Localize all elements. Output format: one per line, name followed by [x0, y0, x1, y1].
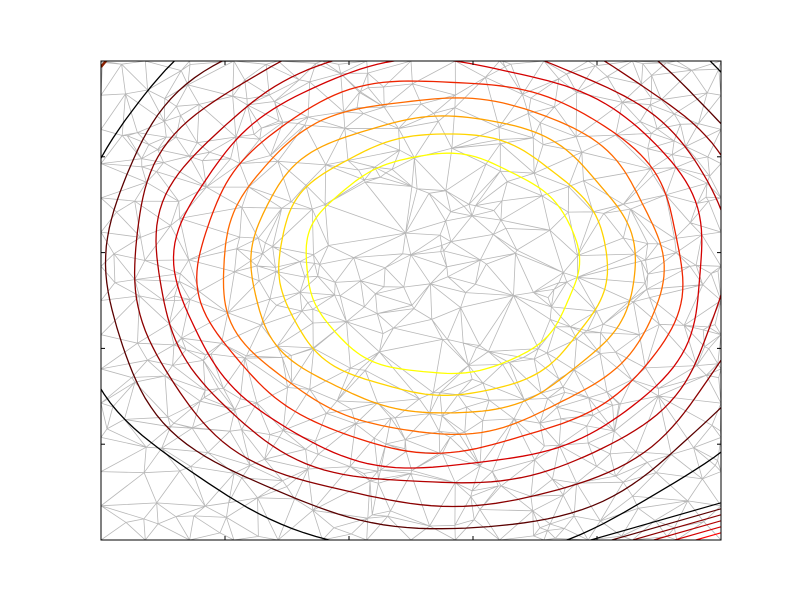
contour-level-10: [101, 61, 721, 540]
corner-contour-bottom-right-6: [590, 502, 721, 540]
plot-frame: [100, 60, 722, 541]
corner-contours: [101, 61, 721, 540]
corner-contour-bottom-right-4: [632, 514, 721, 540]
contour-level-9: [104, 61, 721, 530]
axis-ticks: [100, 60, 722, 541]
axes-frame: [100, 60, 722, 541]
contour-level-7: [155, 61, 721, 484]
contour-level-4: [222, 97, 665, 436]
contour-level-5: [196, 80, 684, 454]
contour-level-8: [133, 61, 721, 508]
corner-contour-bottom-right-2: [674, 526, 721, 540]
corner-contour-top-left: [101, 61, 107, 68]
corner-contour-bottom-right-5: [611, 508, 721, 540]
corner-contour-bottom-right-1: [695, 532, 721, 540]
mesh-edges: [101, 61, 721, 540]
triangulation-mesh: [101, 61, 721, 540]
contour-level-2: [278, 133, 609, 396]
corner-contour-bottom-right-3: [653, 520, 721, 540]
contour-lines: [101, 61, 721, 540]
contour-level-1: [305, 152, 581, 375]
contour-level-6: [172, 61, 703, 469]
contour-level-3: [250, 115, 637, 414]
